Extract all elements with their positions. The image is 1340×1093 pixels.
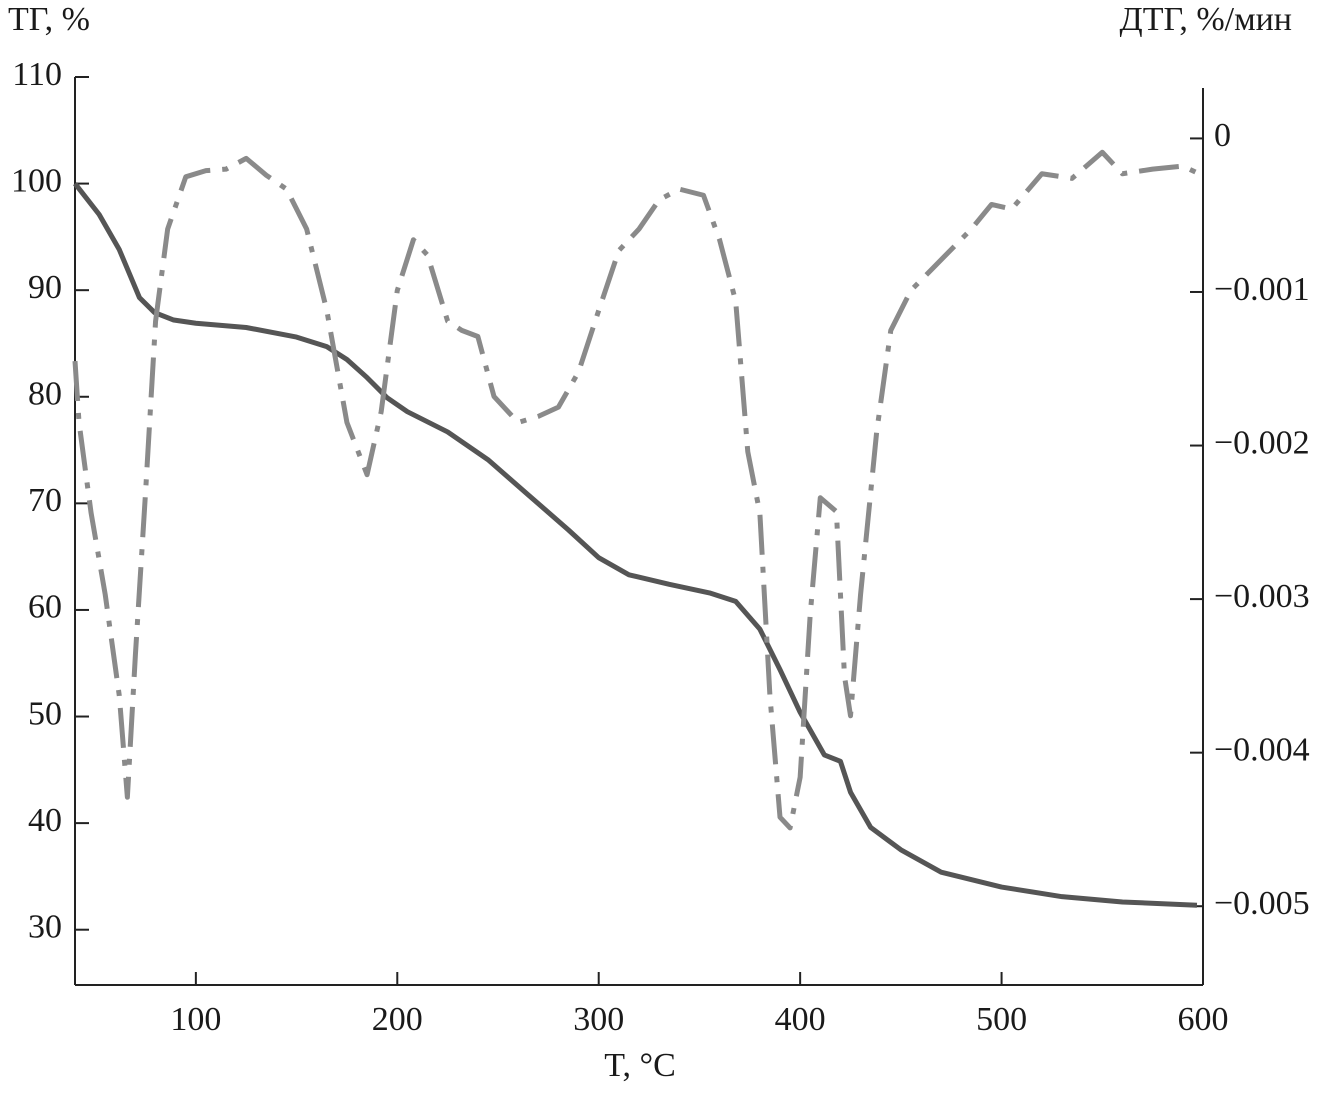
y2-tick-label: 0	[1214, 117, 1231, 154]
y-tick-label: 90	[28, 269, 62, 306]
y-tick-label: 50	[28, 695, 62, 732]
y2-tick-label: −0.002	[1214, 424, 1310, 461]
y2-tick-label: −0.004	[1214, 731, 1310, 768]
x-axis-title: T, °C	[604, 1047, 676, 1084]
x-tick-label: 600	[1178, 1001, 1229, 1038]
x-tick-label: 500	[976, 1001, 1027, 1038]
x-tick-label: 300	[573, 1001, 624, 1038]
y-tick-label: 70	[28, 482, 62, 519]
data-line	[72, 149, 1201, 831]
y-tick-label: 60	[28, 589, 62, 626]
data-line	[73, 182, 1198, 908]
y-tick-label: 110	[12, 56, 62, 93]
y-tick-label: 80	[28, 376, 62, 413]
y2-axis-title: ДТГ, %/мин	[1120, 1, 1292, 38]
y-tick-label: 40	[28, 802, 62, 839]
x-tick-label: 200	[372, 1001, 423, 1038]
y-tick-label: 100	[11, 162, 62, 199]
y-axis-title: ТГ, %	[8, 1, 90, 38]
y-tick-label: 30	[28, 909, 62, 946]
x-tick-label: 100	[170, 1001, 221, 1038]
y2-tick-label: −0.003	[1214, 578, 1310, 615]
x-tick-label: 400	[775, 1001, 826, 1038]
y2-tick-label: −0.005	[1214, 885, 1310, 922]
y2-tick-label: −0.001	[1214, 271, 1310, 308]
